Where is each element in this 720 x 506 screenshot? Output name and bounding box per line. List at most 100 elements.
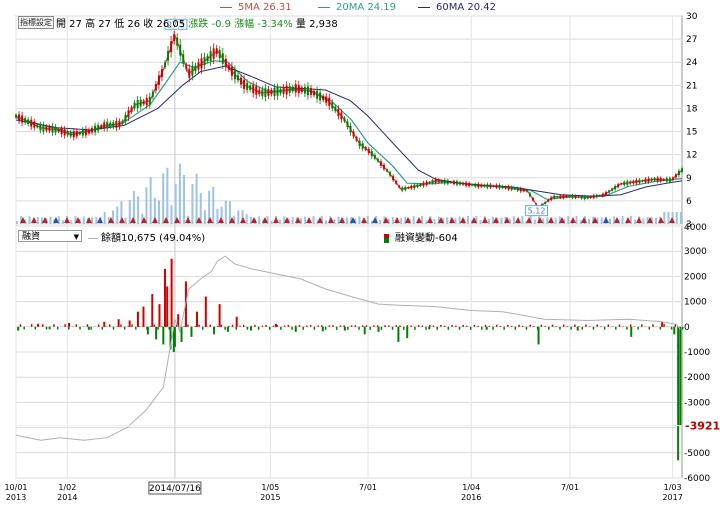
candle-body — [322, 96, 324, 100]
candle-body — [289, 86, 291, 93]
candle-body — [413, 185, 415, 188]
change-value: 漲跌 -0.9 — [188, 19, 231, 30]
volume-bar — [521, 216, 523, 224]
margin-noise-bar — [224, 327, 226, 330]
x-tick-label: 1/02 — [58, 483, 76, 492]
candle-body — [380, 161, 382, 165]
candle-body — [371, 151, 373, 156]
margin-noise-bar — [154, 325, 156, 327]
candle-body — [143, 101, 145, 105]
margin-change-bar — [236, 317, 238, 327]
margin-noise-bar — [652, 324, 654, 326]
margin-noise-bar — [660, 327, 662, 330]
volume-bar — [179, 164, 181, 224]
margin-noise-bar — [351, 325, 353, 326]
x-tick-label: 2016 — [461, 493, 481, 502]
margin-noise-bar — [183, 326, 185, 327]
candle-body — [207, 56, 209, 61]
margin-noise-bar — [619, 324, 621, 326]
candle-body — [185, 65, 187, 70]
volume-bar — [513, 216, 515, 224]
candle-body — [383, 165, 385, 169]
candle-body — [374, 155, 376, 159]
candle-body — [182, 54, 184, 63]
margin-noise-bar — [276, 325, 278, 327]
margin-y-tick-label: -6000 — [684, 474, 710, 484]
margin-noise-bar — [369, 327, 371, 330]
margin-noise-bar — [206, 326, 208, 327]
volume-bar — [667, 212, 669, 224]
candle-body — [109, 123, 111, 127]
price-y-tick-label: 24 — [686, 58, 698, 68]
signal-triangle — [570, 217, 576, 223]
volume-bar — [567, 216, 569, 224]
candle-body — [243, 80, 245, 89]
margin-change-bar — [219, 304, 221, 327]
candle-body — [666, 178, 668, 181]
volume-bar — [555, 218, 557, 224]
candle-body — [67, 131, 69, 135]
margin-noise-bar — [399, 325, 401, 326]
indicator-select[interactable]: 融資 ▼ — [18, 230, 82, 242]
margin-noise-bar — [511, 326, 512, 327]
candle-body — [565, 196, 567, 198]
candle-body — [456, 181, 458, 185]
margin-noise-bar — [682, 327, 684, 330]
margin-change-label: 融資變動-604 — [395, 233, 458, 244]
candle-body — [602, 194, 604, 197]
margin-noise-bar — [585, 325, 587, 327]
signal-triangle — [64, 217, 70, 223]
candle-body — [389, 172, 391, 175]
margin-noise-bar — [418, 325, 420, 327]
margin-noise-bar — [64, 324, 66, 327]
margin-noise-bar — [165, 325, 167, 327]
margin-change-bar — [162, 327, 164, 345]
candle-body — [45, 126, 47, 130]
ohlc-info: 開 27 高 27 低 26 收 26.05 漲跌 -0.9 漲幅 -3.34%… — [56, 15, 338, 30]
candle-body — [64, 129, 66, 135]
candle-body — [526, 190, 528, 192]
margin-change-swatch — [384, 234, 389, 243]
candle-body — [15, 115, 17, 118]
candle-body — [483, 185, 485, 187]
margin-noise-bar — [31, 324, 33, 327]
candle-body — [48, 127, 50, 131]
candle-body — [590, 196, 592, 198]
margin-noise-bar — [410, 325, 412, 326]
volume-bar — [204, 210, 206, 224]
candle-body — [517, 188, 519, 191]
candle-body — [648, 178, 650, 182]
volume-bar — [634, 220, 636, 224]
chevron-down-icon: ▼ — [74, 231, 79, 243]
margin-noise-bar — [671, 327, 673, 330]
candle-body — [663, 179, 665, 181]
candle-body — [453, 181, 455, 184]
candle-body — [51, 126, 53, 133]
candle-body — [277, 87, 279, 95]
candle-body — [115, 121, 117, 128]
volume-bar — [358, 216, 360, 224]
volume-bar — [16, 221, 18, 224]
candle-body — [489, 184, 491, 187]
signal-triangle — [449, 217, 455, 223]
signal-triangle — [394, 217, 400, 223]
candle-body — [423, 183, 425, 186]
margin-noise-bar — [198, 325, 200, 327]
margin-noise-bar — [593, 327, 595, 330]
candle-body — [216, 48, 218, 54]
candle-body — [508, 186, 510, 189]
volume-bar — [480, 220, 482, 224]
volume-bar — [367, 216, 369, 224]
margin-noise-bar — [649, 327, 651, 330]
indicator-settings-button[interactable]: 指標設定 — [18, 16, 54, 29]
signal-triangle — [152, 217, 158, 223]
margin-change-bar — [103, 322, 105, 327]
candle-body — [514, 188, 516, 189]
volume-bar — [258, 216, 260, 224]
margin-noise-bar — [377, 325, 379, 326]
volume-bar — [137, 196, 139, 224]
margin-noise-bar — [135, 327, 137, 330]
margin-change-bar — [344, 327, 346, 331]
margin-noise-bar — [53, 324, 55, 327]
